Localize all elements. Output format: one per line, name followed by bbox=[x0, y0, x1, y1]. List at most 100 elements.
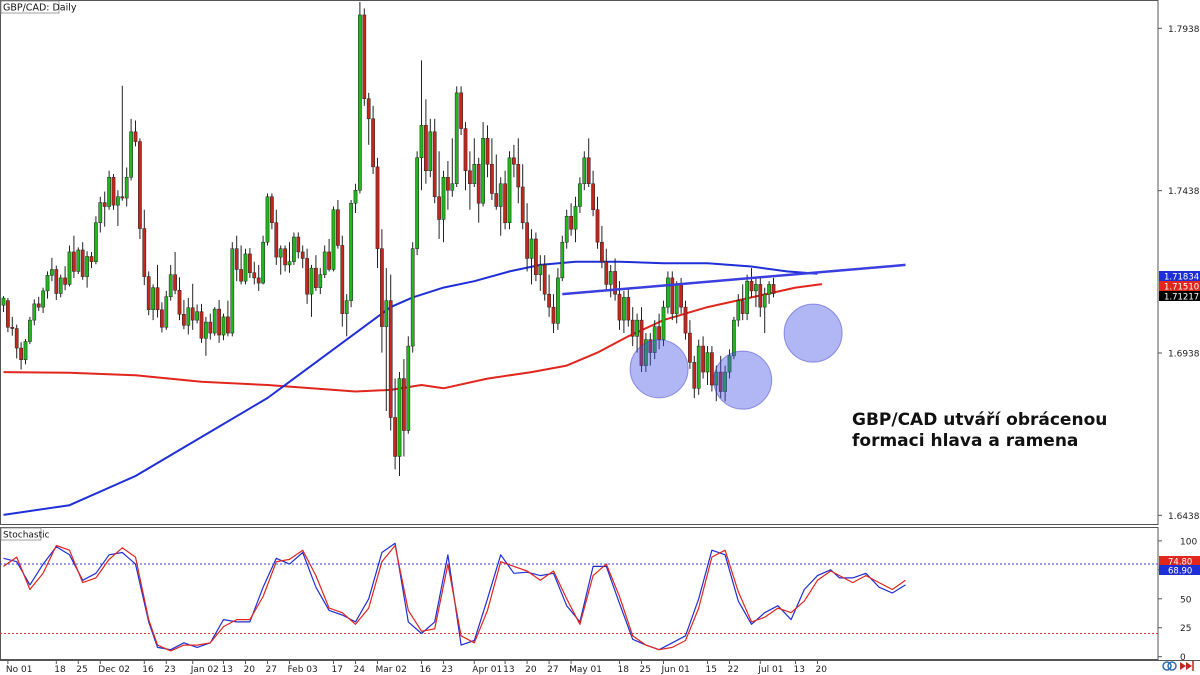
price-label-box bbox=[1159, 271, 1200, 281]
candle-body bbox=[344, 300, 349, 314]
candle-body bbox=[283, 248, 287, 266]
x-tick-label: Jan 02 bbox=[190, 665, 219, 675]
candle-body bbox=[450, 183, 455, 191]
x-tick-label: 25 bbox=[76, 665, 87, 675]
candle-body bbox=[199, 311, 204, 339]
candle-body bbox=[771, 284, 776, 294]
candle-body bbox=[441, 177, 446, 220]
candle-body bbox=[309, 267, 314, 295]
moving-average-red bbox=[3, 283, 823, 393]
x-tick-label: Feb 03 bbox=[288, 665, 318, 675]
stoch-y-tick-label: 100 bbox=[1180, 537, 1197, 547]
candle-body bbox=[252, 272, 257, 279]
candle-body bbox=[265, 196, 270, 243]
x-tick-label: Jul 01 bbox=[757, 665, 783, 675]
candle-body bbox=[54, 269, 59, 294]
candle-body bbox=[740, 300, 745, 314]
candle-body bbox=[710, 352, 714, 386]
link-icon[interactable] bbox=[1162, 661, 1177, 671]
candle-body bbox=[736, 300, 741, 321]
shoulder-circle bbox=[629, 339, 689, 399]
candle-body bbox=[80, 249, 85, 277]
candle-body bbox=[278, 248, 283, 258]
x-tick-label: May 01 bbox=[569, 665, 602, 675]
candle-body bbox=[560, 241, 565, 279]
candle-body bbox=[129, 131, 133, 178]
annotation-line-1: GBP/CAD utváří obrácenou bbox=[852, 410, 1107, 430]
candle-body bbox=[622, 297, 626, 321]
candle-body bbox=[727, 355, 732, 373]
candle-body bbox=[556, 277, 560, 324]
candle-body bbox=[415, 157, 419, 249]
candle-body bbox=[397, 378, 402, 457]
candle-body bbox=[459, 92, 463, 129]
stoch-value-box bbox=[1159, 556, 1200, 566]
stochastic-title-box bbox=[0, 527, 42, 541]
x-tick-label: Dec 02 bbox=[98, 665, 130, 675]
x-tick-label: 13 bbox=[222, 665, 233, 675]
candle-body bbox=[674, 284, 679, 314]
candle-body bbox=[701, 345, 705, 373]
candle-body bbox=[630, 319, 635, 337]
candle-body bbox=[644, 339, 648, 366]
candle-body bbox=[547, 293, 551, 308]
x-tick-label: 23 bbox=[164, 665, 175, 675]
candle-body bbox=[336, 209, 340, 246]
candle-body bbox=[705, 352, 710, 373]
candle-body bbox=[692, 362, 697, 389]
stoch-y-tick-label: 25 bbox=[1180, 624, 1191, 634]
candle-body bbox=[186, 307, 191, 326]
candle-body bbox=[613, 271, 617, 295]
x-tick-label: 27 bbox=[266, 665, 277, 675]
candle-body bbox=[648, 339, 653, 353]
candle-body bbox=[529, 238, 534, 259]
candle-body bbox=[696, 345, 701, 389]
candle-body bbox=[164, 296, 169, 328]
candle-body bbox=[353, 190, 358, 204]
candle-body bbox=[732, 319, 736, 357]
y-tick-label: 1.69387 bbox=[1168, 350, 1200, 360]
candle-body bbox=[102, 202, 107, 207]
candle-body bbox=[116, 196, 120, 206]
main-plot-frame bbox=[0, 0, 1159, 525]
candle-body bbox=[76, 249, 81, 272]
candle-body bbox=[582, 157, 587, 185]
candle-body bbox=[762, 293, 767, 308]
candle-body bbox=[221, 316, 226, 336]
candle-body bbox=[490, 164, 494, 194]
annotation-text: GBP/CAD utváří obrácenou formaci hlava a… bbox=[852, 410, 1107, 451]
candle-body bbox=[476, 164, 481, 204]
x-tick-label: 20 bbox=[525, 665, 537, 675]
candle-body bbox=[468, 170, 472, 185]
scroll-to-end-icon[interactable] bbox=[1180, 661, 1194, 671]
candle-body bbox=[604, 261, 609, 285]
candle-body bbox=[498, 183, 503, 207]
candle-body bbox=[525, 222, 529, 259]
moving-average-blue bbox=[3, 260, 818, 516]
shoulder-circle bbox=[783, 303, 843, 363]
candle-body bbox=[402, 378, 406, 431]
candle-body bbox=[72, 251, 76, 272]
candle-body bbox=[573, 206, 578, 230]
candle-body bbox=[305, 258, 309, 295]
x-tick-label: Apr 01 bbox=[472, 665, 502, 675]
candle-body bbox=[424, 125, 428, 172]
candle-body bbox=[28, 319, 32, 342]
chart-title: GBP/CAD: Daily bbox=[3, 3, 77, 14]
candle-body bbox=[657, 326, 661, 340]
candle-body bbox=[670, 277, 675, 314]
x-tick-label: 27 bbox=[547, 665, 558, 675]
candle-body bbox=[683, 306, 688, 334]
candle-body bbox=[586, 157, 591, 185]
candle-body bbox=[349, 202, 353, 301]
x-tick-label: 23 bbox=[442, 665, 453, 675]
candle-body bbox=[666, 277, 670, 308]
x-axis: No 01 18 25 Dec 02 16 23 Jan 02 13 20 27 Feb 03 17 2… bbox=[0, 660, 1200, 675]
x-tick-label: Mar 02 bbox=[376, 665, 407, 675]
candle-body bbox=[107, 177, 111, 207]
candle-body bbox=[45, 275, 50, 292]
x-tick-label: 22 bbox=[728, 665, 739, 675]
candle-body bbox=[564, 215, 569, 243]
stoch-value-box bbox=[1159, 565, 1200, 575]
